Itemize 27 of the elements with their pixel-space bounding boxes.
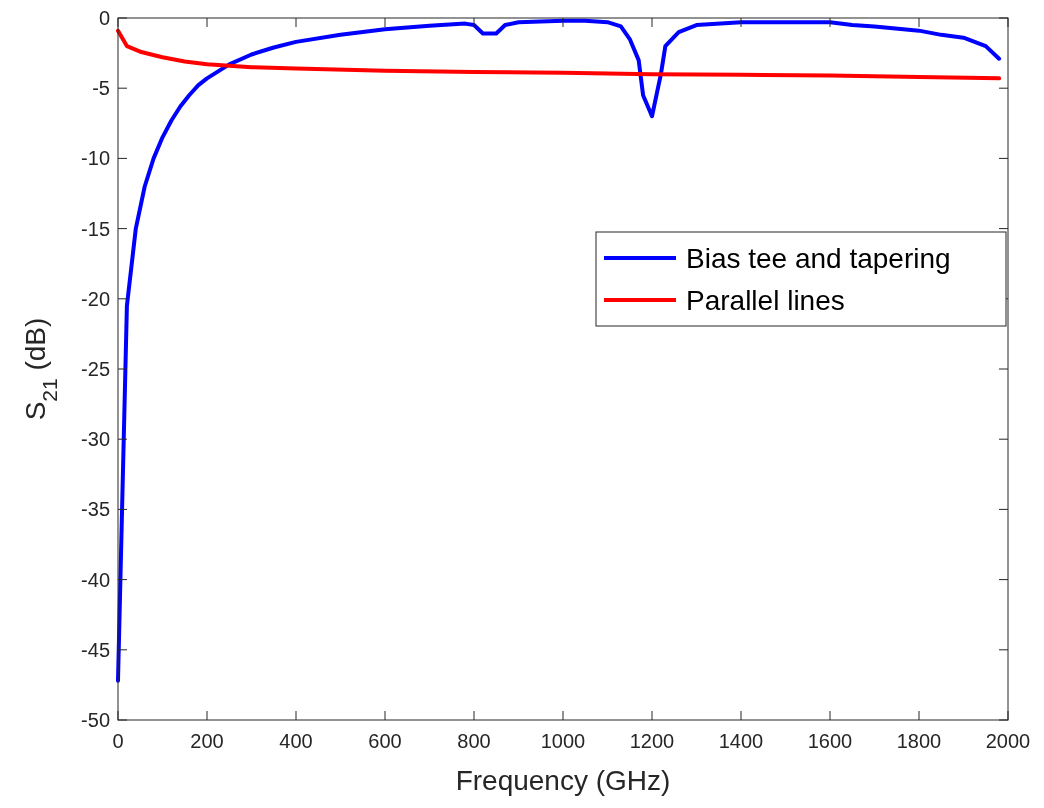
y-tick-label: 0 xyxy=(98,7,110,29)
legend-label: Parallel lines xyxy=(686,285,845,316)
x-tick-label: 1200 xyxy=(629,730,675,752)
x-tick-label: 1400 xyxy=(718,730,764,752)
y-tick-label: -5 xyxy=(92,77,110,100)
y-tick-label: -20 xyxy=(81,287,110,310)
x-tick-label: 200 xyxy=(190,730,224,752)
x-tick-label: 1600 xyxy=(807,730,853,752)
y-tick-label: -25 xyxy=(81,358,110,380)
x-tick-label: 1000 xyxy=(540,730,586,752)
x-tick-label: 1800 xyxy=(896,730,942,752)
y-tick-label: -35 xyxy=(81,498,110,521)
x-tick-label: 600 xyxy=(368,730,402,752)
y-tick-label: -45 xyxy=(81,638,110,661)
y-tick-label: -15 xyxy=(81,217,110,240)
y-tick-label: -30 xyxy=(81,428,110,451)
y-tick-label: -40 xyxy=(81,568,110,591)
y-tick-label: -10 xyxy=(81,147,110,170)
x-tick-label: 0 xyxy=(112,730,124,752)
legend-label: Bias tee and tapering xyxy=(686,243,951,274)
x-tick-label: 400 xyxy=(279,730,313,752)
line-series xyxy=(116,18,1002,683)
x-tick-label: 800 xyxy=(457,730,491,752)
x-tick-label: 2000 xyxy=(985,730,1031,752)
x-axis-title: Frequency (GHz) xyxy=(455,765,671,796)
y-tick-label: -50 xyxy=(81,709,110,731)
line-series xyxy=(116,28,1002,81)
